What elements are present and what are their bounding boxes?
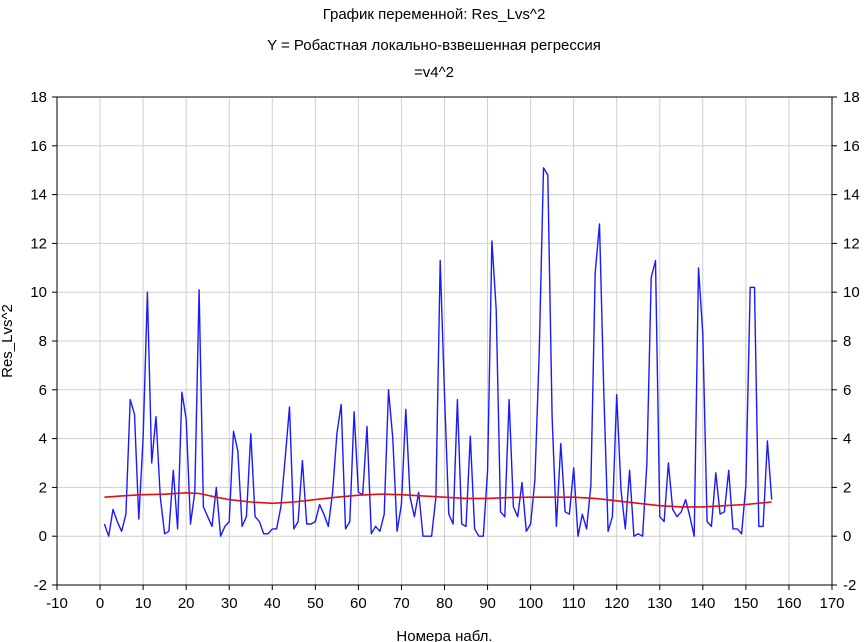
x-tick-label: 0 <box>96 595 104 612</box>
x-tick-label: 140 <box>690 595 715 612</box>
y-tick-label-left: 0 <box>39 528 47 545</box>
y-tick-label-right: 14 <box>843 187 860 204</box>
x-tick-label: 40 <box>264 595 281 612</box>
chart-title: График переменной: Res_Lvs^2 <box>322 6 546 23</box>
y-tick-label-left: 8 <box>39 333 47 350</box>
x-tick-label: 100 <box>518 595 543 612</box>
y-tick-label-left: 12 <box>30 235 47 252</box>
x-tick-label: 170 <box>819 595 844 612</box>
y-tick-label-left: 6 <box>39 382 47 399</box>
chart-subtitle-formula: =v4^2 <box>414 64 454 81</box>
y-tick-label-left: -2 <box>34 577 47 594</box>
y-tick-label-left: 2 <box>39 479 47 496</box>
y-tick-label-right: 16 <box>843 138 860 155</box>
y-tick-label-right: 2 <box>843 479 851 496</box>
x-tick-label: 80 <box>436 595 453 612</box>
y-tick-label-left: 4 <box>39 431 47 448</box>
x-axis-title: Номера набл. <box>396 628 492 642</box>
y-axis-left-tick-labels: -2 0 2 4 6 8 10 12 14 16 18 <box>30 89 47 594</box>
x-tick-label: 70 <box>393 595 410 612</box>
x-tick-label: 50 <box>307 595 324 612</box>
y-tick-label-right: 0 <box>843 528 851 545</box>
y-tick-label-right: 12 <box>843 235 860 252</box>
x-tick-label: 10 <box>135 595 152 612</box>
y-tick-label-right: -2 <box>843 577 856 594</box>
x-tick-label: 130 <box>647 595 672 612</box>
x-tick-label: 150 <box>733 595 758 612</box>
y-axis-title: Res_Lvs^2 <box>0 304 16 378</box>
y-tick-label-left: 16 <box>30 138 47 155</box>
y-tick-label-right: 6 <box>843 382 851 399</box>
x-axis-tick-labels: -10 0 10 20 30 40 50 60 70 80 90 100 110 120 130 140 150… <box>46 595 844 612</box>
x-tick-label: 20 <box>178 595 195 612</box>
chart-subtitle: Y = Робастная локально-взвешенная регрес… <box>267 37 601 54</box>
x-tick-label: 110 <box>562 595 586 612</box>
y-tick-label-right: 8 <box>843 333 851 350</box>
lowess-fit-line <box>104 491 772 508</box>
y-tick-label-left: 10 <box>30 284 47 301</box>
y-tick-label-right: 4 <box>843 431 851 448</box>
x-tick-label: 90 <box>479 595 496 612</box>
residuals-series-line <box>103 167 773 537</box>
x-tick-label: 30 <box>221 595 238 612</box>
y-tick-label-left: 18 <box>30 89 47 106</box>
y-axis-right-tick-labels: -2 0 2 4 6 8 10 12 14 16 18 <box>843 89 860 594</box>
x-tick-label: 160 <box>776 595 801 612</box>
grid <box>57 97 832 585</box>
y-tick-label-right: 18 <box>843 89 860 106</box>
x-tick-label: -10 <box>46 595 68 612</box>
y-tick-label-right: 10 <box>843 284 860 301</box>
y-tick-label-left: 14 <box>30 187 47 204</box>
x-tick-label: 60 <box>350 595 367 612</box>
x-tick-label: 120 <box>604 595 629 612</box>
series-layer <box>103 167 773 537</box>
axis-ticks <box>52 96 837 590</box>
